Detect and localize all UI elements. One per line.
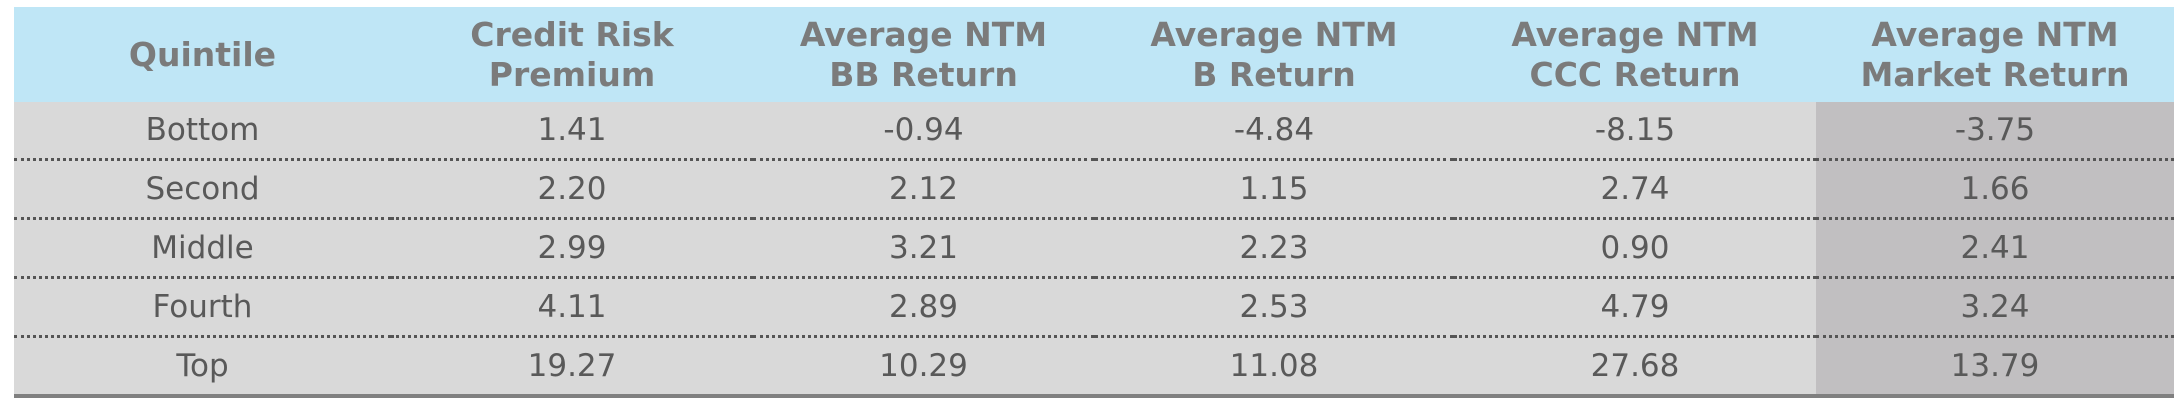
- table-cell: 2.74: [1454, 159, 1816, 220]
- table-row: Top 19.27 10.29 11.08 27.68 13.79: [14, 336, 2174, 398]
- table-cell: 2.12: [753, 159, 1094, 220]
- column-header: Average NTM CCC Return: [1454, 7, 1816, 102]
- table-row: Fourth 4.11 2.89 2.53 4.79 3.24: [14, 277, 2174, 338]
- row-label: Bottom: [14, 102, 391, 161]
- column-header: Quintile: [14, 7, 391, 102]
- row-label: Top: [14, 336, 391, 398]
- header-text: Quintile: [128, 34, 277, 74]
- row-label: Fourth: [14, 277, 391, 338]
- table-cell: 4.11: [391, 277, 753, 338]
- header-row: Quintile Credit Risk Premium Average NTM B…: [14, 7, 2174, 102]
- table-cell: 2.20: [391, 159, 753, 220]
- table-cell: 2.41: [1816, 218, 2174, 279]
- table-cell: 19.27: [391, 336, 753, 398]
- table-cell: 4.79: [1454, 277, 1816, 338]
- table-cell: 11.08: [1094, 336, 1454, 398]
- column-header: Average NTM Market Return: [1816, 7, 2174, 102]
- table-cell: -8.15: [1454, 102, 1816, 161]
- table-cell: 1.66: [1816, 159, 2174, 220]
- header-text: Average NTM B Return: [1150, 14, 1398, 94]
- table-cell: -0.94: [753, 102, 1094, 161]
- column-header: Average NTM B Return: [1094, 7, 1454, 102]
- table-cell: 3.24: [1816, 277, 2174, 338]
- header-text: Credit Risk Premium: [470, 14, 674, 94]
- header-text: Average NTM Market Return: [1860, 14, 2130, 94]
- table-cell: -4.84: [1094, 102, 1454, 161]
- table-cell: -3.75: [1816, 102, 2174, 161]
- table-cell: 0.90: [1454, 218, 1816, 279]
- row-label: Middle: [14, 218, 391, 279]
- table-cell: 13.79: [1816, 336, 2174, 398]
- header-text: Average NTM CCC Return: [1511, 14, 1759, 94]
- table-cell: 2.23: [1094, 218, 1454, 279]
- column-header: Average NTM BB Return: [753, 7, 1094, 102]
- table-row: Bottom 1.41 -0.94 -4.84 -8.15 -3.75: [14, 102, 2174, 161]
- table-cell: 10.29: [753, 336, 1094, 398]
- row-label: Second: [14, 159, 391, 220]
- table-cell: 2.53: [1094, 277, 1454, 338]
- table-cell: 3.21: [753, 218, 1094, 279]
- header-text: Average NTM BB Return: [799, 14, 1048, 94]
- table-row: Second 2.20 2.12 1.15 2.74 1.66: [14, 159, 2174, 220]
- table-cell: 27.68: [1454, 336, 1816, 398]
- data-table: Quintile Credit Risk Premium Average NTM B…: [14, 7, 2174, 398]
- table-cell: 2.89: [753, 277, 1094, 338]
- table-row: Middle 2.99 3.21 2.23 0.90 2.41: [14, 218, 2174, 279]
- table-body: Bottom 1.41 -0.94 -4.84 -8.15 -3.75 Second 2.20…: [14, 102, 2174, 398]
- table-cell: 1.41: [391, 102, 753, 161]
- column-header: Credit Risk Premium: [391, 7, 753, 102]
- table-cell: 2.99: [391, 218, 753, 279]
- table-cell: 1.15: [1094, 159, 1454, 220]
